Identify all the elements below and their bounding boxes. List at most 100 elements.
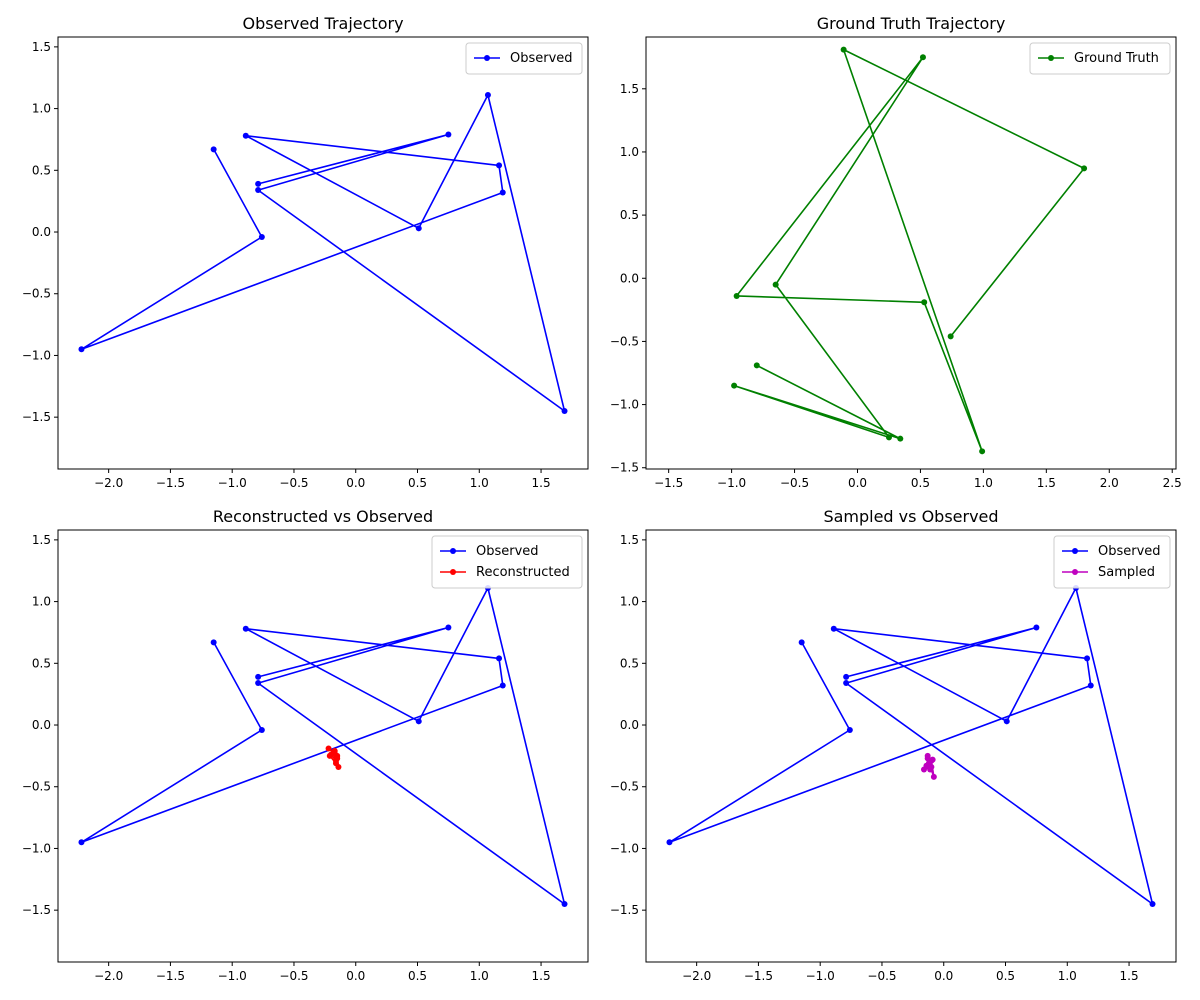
data-point — [947, 333, 954, 340]
y-tick-label: 0.5 — [32, 163, 51, 177]
y-tick-label: 1.0 — [620, 595, 639, 609]
series-line — [80, 587, 566, 905]
y-tick-label: 0.5 — [620, 656, 639, 670]
data-point — [325, 745, 332, 752]
y-tick-label: −1.0 — [610, 841, 639, 855]
data-point — [326, 752, 333, 759]
legend-label: Ground Truth — [1074, 51, 1159, 66]
legend: Observed Reconstructed — [431, 535, 583, 589]
data-point — [772, 281, 779, 288]
y-tick-label: 1.0 — [32, 595, 51, 609]
x-tick-label: 0.0 — [346, 476, 365, 490]
y-tick-label: 1.5 — [32, 40, 51, 54]
x-tick-label: −1.5 — [156, 476, 185, 490]
legend-marker — [484, 55, 490, 61]
y-tick-label: 1.5 — [620, 82, 639, 96]
x-tick-label: −1.5 — [156, 969, 185, 983]
chart-title: Reconstructed vs Observed — [213, 507, 433, 526]
data-point — [666, 839, 673, 846]
x-tick-label: −1.5 — [744, 969, 773, 983]
data-point — [923, 762, 930, 769]
data-point — [484, 92, 491, 99]
data-point — [930, 773, 937, 780]
legend-box — [1053, 535, 1171, 589]
x-tick-label: −0.5 — [279, 969, 308, 983]
x-tick-label: −1.0 — [806, 969, 835, 983]
data-point — [753, 362, 760, 369]
data-point — [830, 625, 837, 632]
legend: Observed — [465, 42, 583, 75]
chart-panel-3: Reconstructed vs Observed −2.0 −1.5 −1.0 −0.… — [22, 507, 589, 983]
x-tick-label: −0.5 — [780, 476, 809, 490]
legend-marker — [450, 569, 456, 575]
x-tick-label: 1.0 — [470, 969, 489, 983]
data-point — [78, 346, 85, 353]
data-point — [561, 407, 568, 414]
y-tick-label: 1.5 — [32, 533, 51, 547]
data-point — [330, 749, 337, 756]
data-point — [798, 639, 805, 646]
data-point — [731, 382, 738, 389]
x-tick-label: −1.0 — [218, 969, 247, 983]
data-point — [843, 680, 850, 687]
data-point — [499, 189, 506, 196]
x-tick-label: 1.0 — [470, 476, 489, 490]
chart-title: Observed Trajectory — [242, 14, 403, 33]
y-tick-label: 0.0 — [620, 271, 639, 285]
data-point — [445, 131, 452, 138]
data-point — [334, 752, 341, 759]
data-point — [919, 54, 926, 61]
legend-label: Observed — [1098, 544, 1161, 559]
x-tick-label: 0.5 — [408, 969, 427, 983]
y-tick-label: 0.0 — [620, 718, 639, 732]
y-tick-label: 0.0 — [32, 225, 51, 239]
data-point — [255, 673, 262, 680]
x-tick-label: 0.5 — [408, 476, 427, 490]
data-point — [258, 726, 265, 733]
x-tick-label: 2.0 — [1100, 476, 1119, 490]
x-tick-label: 1.0 — [1058, 969, 1077, 983]
x-tick-label: −1.0 — [218, 476, 247, 490]
y-tick-label: −1.0 — [22, 841, 51, 855]
data-point — [840, 46, 847, 53]
y-tick-label: −1.0 — [610, 398, 639, 412]
data-point — [415, 718, 422, 725]
legend-label: Sampled — [1098, 565, 1155, 580]
legend-box — [431, 535, 583, 589]
data-point — [924, 755, 931, 762]
x-tick-label: 2.5 — [1163, 476, 1182, 490]
y-tick-label: 1.5 — [620, 533, 639, 547]
data-point — [921, 299, 928, 306]
y-tick-label: −1.5 — [610, 903, 639, 917]
data-point — [258, 233, 265, 240]
y-tick-label: 1.0 — [32, 102, 51, 116]
chart-panel-1: Observed Trajectory −2.0 −1.5 −1.0 −0.5 0.0 0.… — [22, 14, 589, 490]
x-tick-label: −0.5 — [279, 476, 308, 490]
data-point — [733, 292, 740, 299]
plot-frame — [57, 36, 589, 470]
data-point — [929, 756, 936, 763]
data-point — [255, 680, 262, 687]
x-tick-label: 0.0 — [848, 476, 867, 490]
data-point — [415, 225, 422, 232]
chart-title: Sampled vs Observed — [823, 507, 998, 526]
data-point — [885, 434, 892, 441]
x-tick-label: 0.5 — [996, 969, 1015, 983]
x-tick-label: 0.0 — [346, 969, 365, 983]
x-tick-label: 1.5 — [532, 476, 551, 490]
legend-marker — [1072, 548, 1078, 554]
data-point — [843, 673, 850, 680]
series-line — [80, 94, 566, 412]
x-tick-label: −1.0 — [717, 476, 746, 490]
y-tick-label: 0.0 — [32, 718, 51, 732]
data-point — [496, 162, 503, 169]
x-tick-label: 1.0 — [974, 476, 993, 490]
legend-label: Reconstructed — [476, 565, 570, 580]
y-tick-label: −0.5 — [610, 780, 639, 794]
data-point — [255, 187, 262, 194]
x-tick-label: −1.5 — [654, 476, 683, 490]
x-tick-label: 0.0 — [934, 969, 953, 983]
data-point — [979, 448, 986, 455]
chart-panel-4: Sampled vs Observed −2.0 −1.5 −1.0 −0.5 0.0 0.… — [610, 507, 1177, 983]
data-point — [242, 132, 249, 139]
